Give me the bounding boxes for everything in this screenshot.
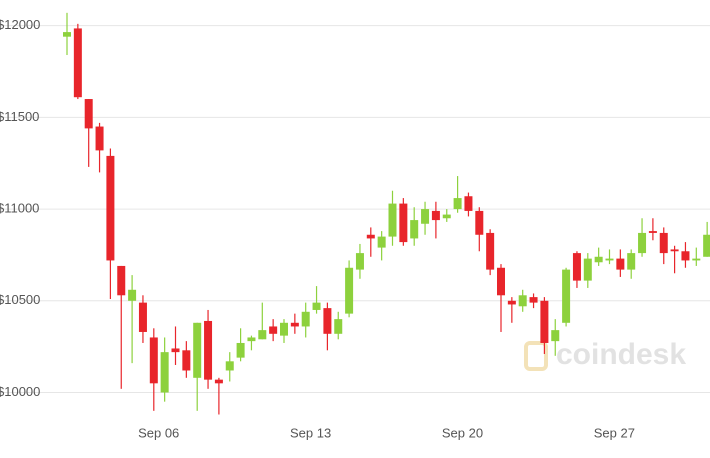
candle-body (377, 236, 386, 248)
x-tick-label: Sep 20 (442, 425, 483, 440)
candle-body (214, 379, 223, 384)
candle-body (95, 126, 104, 151)
candle-body (204, 320, 213, 380)
candle-body (323, 308, 332, 334)
candle-body (475, 210, 484, 235)
candle-body (117, 265, 126, 296)
candle-body (551, 330, 560, 342)
candle-body (453, 198, 462, 210)
candle-body (583, 258, 592, 281)
y-tick-label: $12000 (0, 17, 40, 32)
x-tick-label: Sep 27 (594, 425, 635, 440)
candle-body (627, 253, 636, 270)
y-tick-label: $11500 (0, 109, 39, 124)
candle-body (431, 210, 440, 221)
candle-body (670, 249, 679, 252)
candle-body (84, 99, 93, 129)
candle-body (301, 311, 310, 327)
candle-body (312, 302, 321, 310)
candle-body (280, 322, 288, 336)
candle-body (497, 267, 505, 296)
candle-body (605, 258, 614, 261)
candle-body (648, 231, 657, 233)
candle-body (540, 300, 549, 343)
candle-body (334, 319, 343, 334)
candle-body (128, 289, 137, 301)
y-tick-label: $11000 (0, 201, 39, 216)
candle-body (193, 322, 202, 378)
candle-body (106, 155, 115, 261)
candle-body (225, 361, 234, 371)
candle-body (692, 258, 701, 261)
candle-body (366, 234, 375, 239)
candle-body (171, 348, 180, 353)
candle-body (410, 220, 419, 239)
candle-body (659, 232, 668, 254)
candle-body (399, 203, 408, 243)
candle-body (388, 203, 397, 237)
x-tick-label: Sep 06 (138, 425, 179, 440)
candle-body (345, 267, 354, 314)
watermark: coindesk (556, 338, 686, 371)
candle-body (290, 322, 299, 327)
candle-body (149, 337, 158, 384)
candle-body (247, 337, 256, 342)
candle-body (73, 28, 82, 98)
watermark-logo (524, 341, 548, 371)
candle-body (681, 251, 690, 261)
candle-body (138, 302, 147, 332)
candle-body (442, 214, 451, 219)
candle-body (269, 326, 278, 334)
candle-body (63, 32, 71, 37)
candle-body (486, 232, 495, 270)
candle-body (160, 352, 169, 393)
candle-body (421, 209, 430, 224)
candle-body (638, 232, 647, 254)
candle-body (562, 269, 571, 323)
candle-body (572, 253, 581, 281)
candle-body (464, 196, 473, 211)
y-tick-label: $10500 (0, 292, 40, 307)
candle-body (594, 256, 603, 263)
candle-body (529, 297, 538, 303)
x-tick-label: Sep 13 (290, 425, 331, 440)
candle-body (507, 300, 516, 305)
candle-body (703, 234, 710, 257)
candle-body (182, 350, 191, 371)
candle-body (518, 295, 527, 307)
candle-body (236, 342, 245, 358)
candle-body (258, 330, 267, 340)
candle-body (355, 253, 364, 270)
y-tick-label: $10000 (0, 384, 40, 399)
candle-body (616, 258, 625, 270)
